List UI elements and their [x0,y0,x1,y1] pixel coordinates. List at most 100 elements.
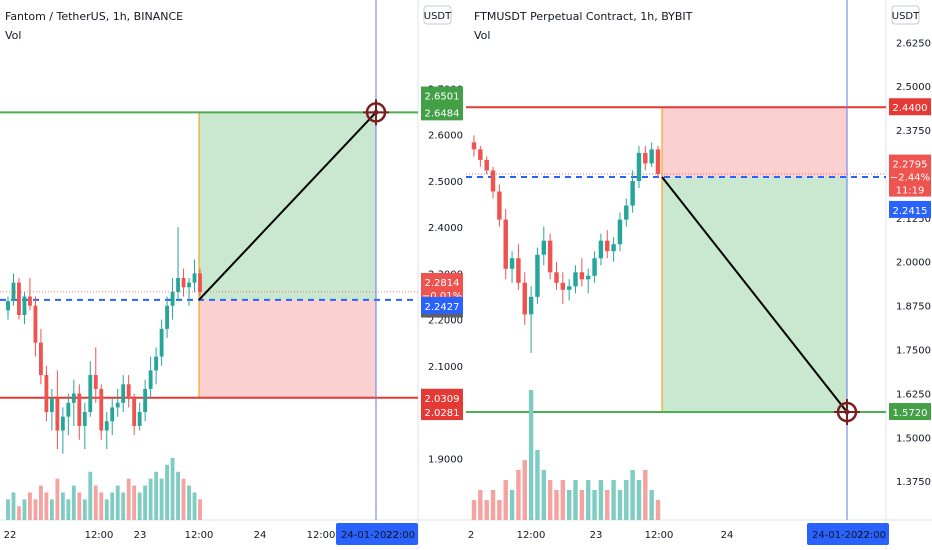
tag-2-4400-box[interactable] [889,98,931,116]
candle-body[interactable] [82,412,87,426]
candle-body[interactable] [573,272,578,287]
tag-2-2415-box[interactable] [889,200,931,218]
target-marker-icon[interactable] [834,399,860,426]
tag-2-0281-box[interactable] [421,403,463,421]
chart-svg-binance[interactable]: Fantom / TetherUS, 1h, BINANCEVolUSDT2.7… [0,0,466,550]
currency-button[interactable]: USDT [423,5,452,25]
candle-body[interactable] [478,149,483,160]
candle-body[interactable] [44,375,49,413]
candle-body[interactable] [541,240,547,255]
candle-body[interactable] [585,275,591,280]
candle-body[interactable] [22,296,27,315]
tag-2-4400[interactable]: 2.4400 [889,98,931,116]
candle-body[interactable] [110,407,115,422]
candle-body[interactable] [115,402,120,408]
target-marker-icon[interactable] [363,99,389,126]
candle-body[interactable] [471,142,477,150]
candle-body[interactable] [99,388,104,431]
tag-2-0281[interactable]: 2.0281 [421,403,463,421]
projection-line[interactable] [198,111,377,301]
candle-body[interactable] [71,393,76,403]
candle-body[interactable] [88,375,93,413]
candle-body[interactable] [522,282,527,315]
candle-body[interactable] [655,149,661,174]
candle-body[interactable] [176,278,180,292]
candle-body[interactable] [528,296,534,315]
crosshair-date-box[interactable] [807,523,889,545]
candle-body[interactable] [181,278,186,288]
candle-body[interactable] [484,159,489,171]
candle-body[interactable] [137,412,142,426]
tag-2-2427[interactable]: 2.2427 [421,296,463,314]
candle-body[interactable] [93,375,98,389]
candle-body[interactable] [11,282,16,302]
candle-body[interactable] [17,282,21,315]
candle-body[interactable] [643,152,648,164]
stop-zone[interactable] [199,299,376,398]
candle-body[interactable] [605,240,610,252]
candle-body[interactable] [535,254,540,297]
candle-body[interactable] [121,384,126,403]
candle-body[interactable] [77,393,82,426]
candle-body[interactable] [617,219,623,245]
candle-body[interactable] [497,191,502,220]
candle-body[interactable] [516,258,521,283]
currency-button[interactable]: USDT [891,5,920,25]
currency-button-frame[interactable] [891,5,920,25]
candle-body[interactable] [554,272,559,283]
tag-2-6484[interactable]: 2.6484 [421,103,463,121]
tag-1-5720-box[interactable] [889,403,931,421]
candle-body[interactable] [104,421,109,431]
candle-body[interactable] [159,328,164,357]
candle-body[interactable] [132,398,137,426]
candle-body[interactable] [66,402,71,417]
tag-2-2415[interactable]: 2.2415 [889,200,931,218]
candle-body[interactable] [490,170,496,192]
tag-2-6501[interactable]: 2.6501 [421,86,463,104]
candle-body[interactable] [126,384,131,399]
candle-body[interactable] [547,240,553,273]
stop-zone[interactable] [662,107,847,177]
tag-2-2795[interactable]: 2.2795 −2.44% 11:19 [889,154,931,197]
candle-body[interactable] [503,219,508,269]
tag-1-5720[interactable]: 1.5720 [889,403,931,421]
tag-2-2795-box[interactable] [889,154,931,197]
candle-body[interactable] [38,342,43,376]
candle-body[interactable] [148,370,153,389]
candle-body[interactable] [55,398,60,431]
projection-line[interactable] [661,176,848,413]
tag-2-2427-box[interactable] [421,296,463,314]
candle-body[interactable] [592,258,597,276]
crosshair-date-box[interactable] [336,523,418,545]
chart-panel-bybit[interactable]: FTMUSDT Perpetual Contract, 1h, BYBIT Vol… [466,0,932,550]
candle-body[interactable] [566,286,572,290]
tag-2-6484-box[interactable] [421,103,463,121]
tag-2-0309[interactable]: 2.0309 [421,388,463,406]
candle-body[interactable] [49,398,54,413]
tag-2-0309-box[interactable] [421,388,463,406]
candle-body[interactable] [560,282,566,290]
candle-body[interactable] [60,416,65,431]
candle-body[interactable] [579,272,585,280]
candle-body[interactable] [143,388,148,413]
candle-body[interactable] [624,205,629,220]
candle-body[interactable] [192,273,197,283]
candle-body[interactable] [6,301,10,311]
candle-body[interactable] [170,291,175,306]
candle-body[interactable] [636,152,642,181]
candle-body[interactable] [198,273,202,292]
candle-body[interactable] [165,305,170,329]
candle-body[interactable] [154,356,159,371]
candle-body[interactable] [187,282,191,288]
chart-panel-binance[interactable]: Fantom / TetherUS, 1h, BINANCEVolUSDT2.7… [0,0,466,550]
tag-2-6501-box[interactable] [421,86,463,104]
candle-body[interactable] [611,244,616,252]
candle-body[interactable] [509,258,515,269]
currency-button-frame[interactable] [423,5,452,25]
candle-body[interactable] [630,180,635,206]
candle-body[interactable] [33,305,38,343]
chart-svg-bybit[interactable]: FTMUSDT Perpetual Contract, 1h, BYBIT Vol… [466,0,932,550]
candle-body[interactable] [598,240,604,259]
